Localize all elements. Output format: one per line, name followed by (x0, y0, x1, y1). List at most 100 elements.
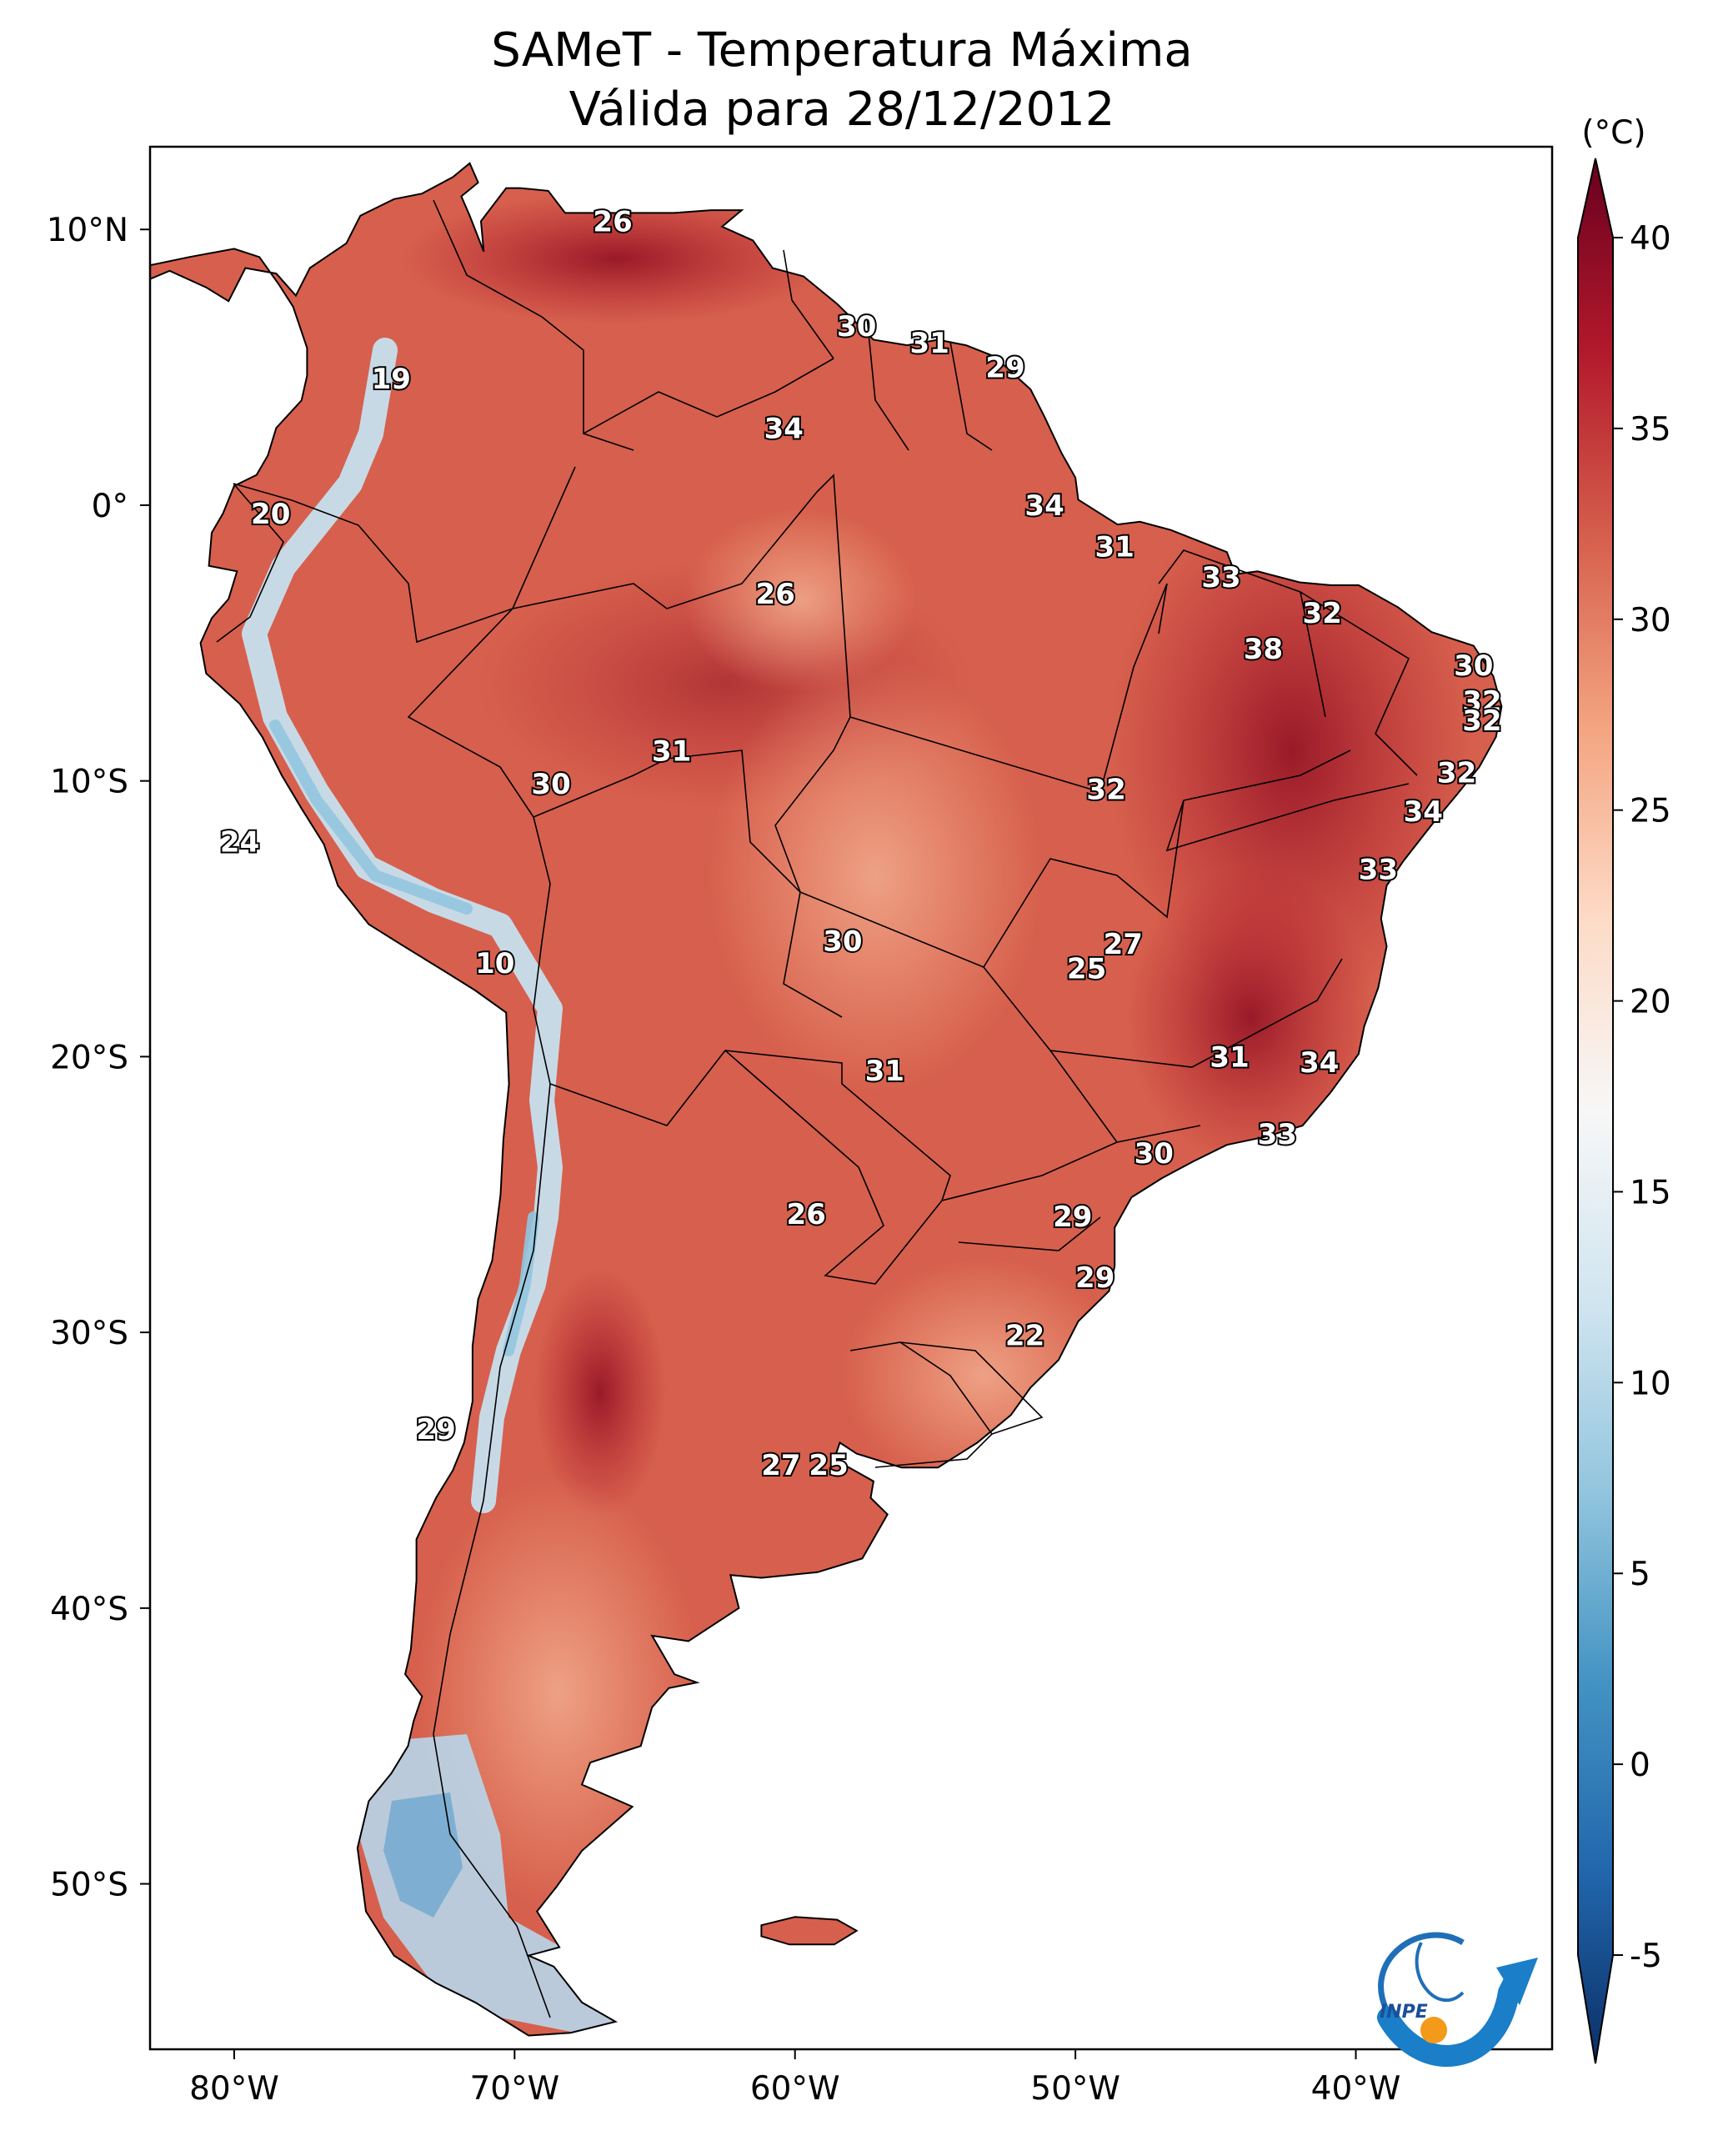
contour-label: 34 (1300, 1046, 1339, 1080)
logo-swoosh-icon (1378, 1932, 1465, 2011)
country-borders (216, 199, 1418, 2018)
border-bolivia-argentina-paraguay (549, 1050, 951, 1201)
border-venezuela-guyana (783, 249, 834, 359)
colorbar-tick-label: -5 (1630, 1938, 1662, 1975)
border-brazil-bolivia (533, 750, 843, 1018)
states-brazil-central (774, 716, 1351, 968)
logo-arc-icon (1377, 1965, 1528, 2067)
logo-arrow-icon (1496, 1958, 1538, 2005)
longitude-tick-label: 50°W (1030, 2070, 1120, 2108)
contour-label: 31 (1210, 1040, 1249, 1074)
colorbar-tick-label: 20 (1630, 984, 1671, 1021)
border-suriname-guiana (949, 341, 993, 451)
map-frame (148, 145, 1554, 2051)
border-colombia-venezuela (433, 199, 634, 451)
contour-label: 32 (1437, 757, 1476, 790)
contour-label: 30 (837, 310, 876, 343)
longitude-tick-label: 40°W (1311, 2070, 1401, 2108)
contour-label: 26 (593, 205, 632, 238)
contour-label: 31 (1095, 531, 1134, 564)
contour-label: 34 (1404, 795, 1443, 829)
longitude-ticks: 80°W 70°W 60°W 50°W 40°W (189, 2049, 1400, 2108)
contour-label: 29 (1075, 1261, 1114, 1295)
border-venezuela-brazil (583, 358, 834, 434)
warm-zone-central (709, 659, 1042, 1092)
latitude-tick-label: 30°S (50, 1315, 128, 1352)
latitude-tick-label: 40°S (50, 1591, 128, 1628)
latitude-tick-label: 10°S (50, 764, 128, 801)
warm-zone-amazon (684, 509, 917, 692)
contour-label: 22 (1005, 1319, 1044, 1352)
latitude-tick-label: 10°N (47, 212, 128, 249)
contour-label: 33 (1258, 1118, 1297, 1151)
latitude-tick-label: 0° (92, 488, 128, 525)
contour-label: 38 (1244, 633, 1283, 666)
colorbar-tick-label: 30 (1630, 602, 1671, 639)
states-brazil-southeast (941, 958, 1343, 1251)
inpe-logo: INPE (1377, 1932, 1538, 2067)
contour-label: 25 (1067, 953, 1106, 986)
contour-label: 27 (1104, 928, 1143, 961)
colorbar-tick-label: 40 (1630, 220, 1671, 258)
logo-sun-icon (1420, 2017, 1447, 2043)
hot-zone-southeast (1125, 867, 1375, 1167)
patagonia-cold-core (383, 1792, 463, 1918)
logo-orbit-icon (1415, 1942, 1465, 2003)
colorbar-tick-label: 25 (1630, 793, 1671, 830)
contour-label: 33 (1359, 854, 1398, 887)
map-title-line2: Válida para 28/12/2012 (569, 83, 1115, 137)
contour-label: 32 (1303, 597, 1342, 630)
border-peru-bolivia-chile (533, 816, 551, 1085)
contour-label: 31 (910, 327, 949, 360)
border-ecuador-peru (216, 483, 284, 643)
latitude-tick-label: 20°S (50, 1039, 128, 1076)
colorbar-tick-label: 35 (1630, 411, 1671, 449)
hot-zone-chaco (533, 1267, 667, 1517)
colorbar-body (1577, 158, 1614, 2064)
colorbar-tick-label: 15 (1630, 1174, 1671, 1211)
contour-label: 19 (372, 363, 411, 396)
colorbar-unit: (°C) (1581, 114, 1645, 152)
longitude-tick-label: 70°W (469, 2070, 559, 2108)
border-argentina-uruguay (849, 1341, 994, 1468)
contour-label: 32 (1086, 774, 1125, 807)
latitude-ticks: 10°N 0° 10°S 20°S 30°S 40°S 50°S (47, 212, 150, 1904)
contour-label: 30 (823, 925, 862, 959)
contour-label: 24 (220, 825, 259, 859)
longitude-tick-label: 60°W (750, 2070, 840, 2108)
contour-label: 32 (1462, 704, 1501, 738)
colorbar-tick-label: 10 (1630, 1365, 1671, 1402)
contour-label: 30 (531, 768, 570, 801)
contour-label: 32 (1462, 685, 1501, 719)
border-peru-brazil (407, 608, 534, 818)
contour-label: 34 (1024, 489, 1064, 523)
border-argentina-chile (433, 1083, 551, 2018)
contour-label: 29 (985, 352, 1024, 385)
contour-label: 31 (865, 1055, 904, 1088)
map-area (150, 147, 1552, 2049)
colorbar: (°C) 40 35 30 25 20 15 10 5 0 -5 (1577, 114, 1671, 2064)
states-brazil-northeast (1158, 549, 1418, 852)
states-brazil-north (512, 474, 1168, 794)
contour-label: 10 (475, 947, 514, 980)
border-paraguay-argentina (724, 1050, 943, 1285)
latitude-tick-label: 50°S (50, 1867, 128, 1904)
contour-label: 26 (787, 1198, 826, 1231)
border-brazil-uruguay (899, 1341, 1044, 1435)
contour-label: 29 (1053, 1201, 1092, 1234)
contour-label: 27 (761, 1449, 800, 1482)
border-guyana-suriname (866, 316, 909, 451)
colorbar-tick-label: 5 (1630, 1556, 1650, 1593)
contour-label: 20 (251, 498, 290, 531)
contour-label: 33 (1201, 561, 1240, 594)
longitude-tick-label: 80°W (189, 2070, 279, 2108)
colorbar-tick-label: 0 (1630, 1747, 1650, 1784)
contour-label: 34 (764, 412, 804, 445)
coastline (150, 162, 1503, 2037)
colorbar-ticks: 40 35 30 25 20 15 10 5 0 -5 (1613, 220, 1671, 1975)
andes-cold-core (269, 720, 539, 1356)
contour-label: 29 (416, 1413, 455, 1447)
map-title-line1: SAMeT - Temperatura Máxima (491, 23, 1193, 78)
